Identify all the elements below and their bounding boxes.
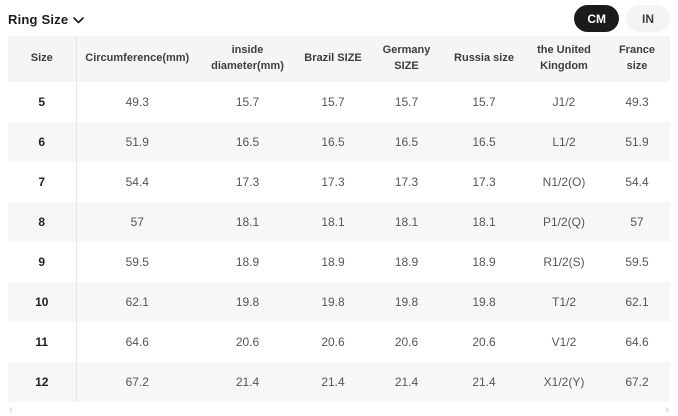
table-cell: N1/2(O) xyxy=(542,175,586,189)
in-toggle-button[interactable]: IN xyxy=(626,5,670,32)
table-row: 6 51.9 16.5 16.5 16.5 16.5 L1/2 51.9 xyxy=(8,122,670,162)
table-cell: 18.9 xyxy=(321,255,345,269)
table-cell: 20.6 xyxy=(235,335,260,349)
table-cell: 59.5 xyxy=(625,255,649,269)
column-header-russia: Russia size xyxy=(454,52,514,65)
table-cell: 62.1 xyxy=(625,295,649,309)
table-cell: X1/2(Y) xyxy=(543,375,585,389)
table-cell: 21.4 xyxy=(394,375,419,389)
table-cell-size: 5 xyxy=(8,82,77,122)
unit-toggle: CM IN xyxy=(574,5,670,32)
table-cell: 15.7 xyxy=(235,95,260,109)
table-cell: 19.8 xyxy=(472,295,496,309)
table-cell-size: 6 xyxy=(8,122,77,162)
table-row: 10 62.1 19.8 19.8 19.8 19.8 T1/2 62.1 xyxy=(8,282,670,322)
table-cell: 62.1 xyxy=(125,295,149,309)
table-cell: 64.6 xyxy=(125,335,149,349)
column-header-united-kingdom: the United Kingdom xyxy=(537,44,591,72)
table-cell: 64.6 xyxy=(625,335,649,349)
table-cell: 57 xyxy=(130,215,144,229)
table-row: 7 54.4 17.3 17.3 17.3 17.3 N1/2(O) 54.4 xyxy=(8,162,670,202)
table-cell: 57 xyxy=(630,215,644,229)
ring-size-table: Size Circumference(mm) inside diameter(m… xyxy=(8,36,670,402)
topbar: Ring Size CM IN xyxy=(0,0,678,36)
column-header-circumference: Circumference(mm) xyxy=(85,52,190,65)
scroll-left-icon[interactable]: ‹ xyxy=(9,404,13,416)
table-cell-size: 8 xyxy=(8,202,77,242)
chevron-down-icon xyxy=(73,17,85,24)
table-cell: 16.5 xyxy=(394,135,419,149)
column-header-inside-diameter: inside diameter(mm) xyxy=(211,44,284,72)
table-cell: 21.4 xyxy=(235,375,260,389)
table-row: 5 49.3 15.7 15.7 15.7 15.7 J1/2 49.3 xyxy=(8,82,670,122)
column-header-size: Size xyxy=(8,36,77,82)
cm-toggle-button[interactable]: CM xyxy=(574,5,619,32)
table-cell-size: 12 xyxy=(8,362,77,402)
table-cell-size: 9 xyxy=(8,242,77,282)
table-cell: 67.2 xyxy=(625,375,649,389)
table-cell: 17.3 xyxy=(321,175,345,189)
table-cell: 20.6 xyxy=(472,335,496,349)
table-cell: 67.2 xyxy=(125,375,149,389)
table-cell: 17.3 xyxy=(235,175,260,189)
table-row: 9 59.5 18.9 18.9 18.9 18.9 R1/2(S) 59.5 xyxy=(8,242,670,282)
table-cell: 59.5 xyxy=(125,255,149,269)
table-cell: 19.8 xyxy=(235,295,260,309)
column-header-brazil: Brazil SIZE xyxy=(304,52,362,65)
table-cell: 21.4 xyxy=(321,375,345,389)
table-cell: 16.5 xyxy=(472,135,496,149)
table-cell: 54.4 xyxy=(625,175,649,189)
ring-size-table-container: Size Circumference(mm) inside diameter(m… xyxy=(0,36,678,402)
table-header: Size Circumference(mm) inside diameter(m… xyxy=(8,36,670,82)
table-row: 8 57 18.1 18.1 18.1 18.1 P1/2(Q) 57 xyxy=(8,202,670,242)
table-cell: 18.1 xyxy=(235,215,260,229)
table-cell: P1/2(Q) xyxy=(542,215,585,229)
table-cell: 16.5 xyxy=(235,135,260,149)
scroll-right-icon[interactable]: › xyxy=(665,404,669,416)
table-cell: 17.3 xyxy=(472,175,496,189)
table-cell-size: 7 xyxy=(8,162,77,202)
table-cell: 18.1 xyxy=(472,215,496,229)
table-cell: 15.7 xyxy=(472,95,496,109)
table-cell: 17.3 xyxy=(394,175,419,189)
table-row: 11 64.6 20.6 20.6 20.6 20.6 V1/2 64.6 xyxy=(8,322,670,362)
table-cell: T1/2 xyxy=(551,295,576,309)
table-cell-size: 10 xyxy=(8,282,77,322)
table-cell: 21.4 xyxy=(472,375,496,389)
table-cell: 18.9 xyxy=(235,255,260,269)
table-cell: 20.6 xyxy=(321,335,345,349)
table-cell: 49.3 xyxy=(125,95,149,109)
table-cell: 19.8 xyxy=(394,295,419,309)
table-cell: 49.3 xyxy=(625,95,649,109)
column-header-germany: Germany SIZE xyxy=(382,44,431,72)
column-header-france: France size xyxy=(618,44,656,72)
page-title: Ring Size xyxy=(8,12,69,27)
table-cell: R1/2(S) xyxy=(543,255,585,269)
table-row: 12 67.2 21.4 21.4 21.4 21.4 X1/2(Y) 67.2 xyxy=(8,362,670,402)
table-cell: 20.6 xyxy=(394,335,419,349)
table-cell: 51.9 xyxy=(625,135,649,149)
table-cell: J1/2 xyxy=(552,95,576,109)
table-cell: 19.8 xyxy=(321,295,345,309)
table-cell: 16.5 xyxy=(321,135,345,149)
table-header-row: Size Circumference(mm) inside diameter(m… xyxy=(8,36,670,82)
table-cell: 51.9 xyxy=(125,135,149,149)
table-cell: 18.1 xyxy=(394,215,419,229)
table-cell: 18.9 xyxy=(394,255,419,269)
table-cell: 15.7 xyxy=(321,95,345,109)
table-body: 5 49.3 15.7 15.7 15.7 15.7 J1/2 49.3 6 5… xyxy=(8,82,670,402)
table-cell: 18.1 xyxy=(321,215,345,229)
table-cell: L1/2 xyxy=(552,135,576,149)
ring-size-dropdown[interactable]: Ring Size xyxy=(8,12,85,27)
table-cell: 54.4 xyxy=(125,175,149,189)
table-cell: V1/2 xyxy=(551,335,577,349)
table-cell-size: 11 xyxy=(8,322,77,362)
table-cell: 18.9 xyxy=(472,255,496,269)
table-cell: 15.7 xyxy=(394,95,419,109)
